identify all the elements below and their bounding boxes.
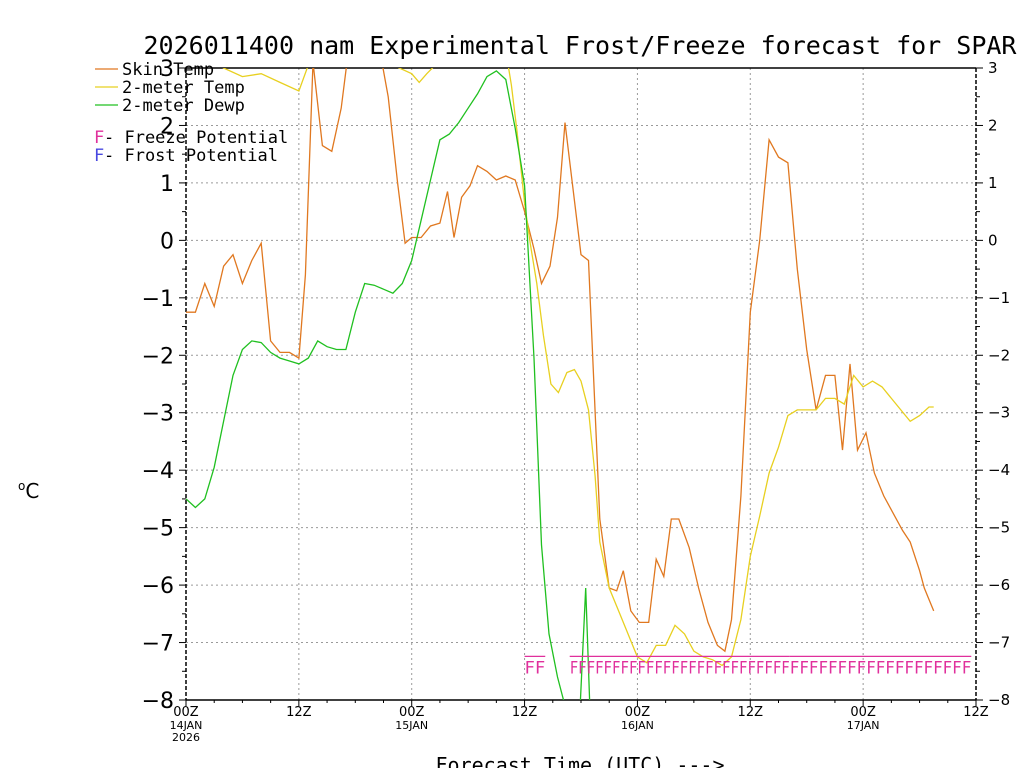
freeze-marker-text: FF	[525, 658, 546, 678]
y-axis-label-degree: o	[18, 479, 25, 493]
y-tick-label-right: −1	[988, 289, 1010, 307]
freeze-markers: FF FFFFFFFFFFFFFFFFFFFFFFFFFF FFFFFFFFFFFF…	[524, 655, 972, 678]
y-tick-label-left: 2	[160, 114, 174, 139]
series-line-2-meter-dewp	[186, 70, 591, 700]
axes: 3 3 2 2 1 1 0 0 −1 −1 −2 −2 −3 −3 −4 −4 −5 −5 −6 −6 −7 −7 −8 −8…	[142, 57, 1011, 744]
annotation-legend-letter: F	[94, 128, 104, 148]
y-tick-label-right: −3	[988, 404, 1010, 422]
y-tick-label-left: −8	[142, 689, 174, 714]
x-tick-sublabel: 17JAN	[847, 719, 880, 732]
x-tick-label: 12Z	[738, 705, 764, 720]
annotation-legend-text: - Frost Potential	[104, 146, 278, 166]
y-axis-label-unit: C	[25, 479, 39, 503]
legend-label: Skin Temp	[122, 60, 214, 80]
y-tick-label-left: 0	[160, 229, 174, 254]
x-tick-label: 00Z	[850, 705, 876, 720]
y-tick-label-right: −4	[988, 461, 1010, 479]
y-tick-label-right: 1	[988, 174, 998, 192]
y-tick-label-right: 3	[988, 59, 998, 77]
y-tick-label-right: −5	[988, 519, 1010, 537]
series-lines	[186, 68, 935, 700]
x-tick-label: 12Z	[286, 705, 312, 720]
y-tick-label-left: −4	[142, 459, 174, 484]
freeze-marker-text: FFFFFFFFFFFFFFFFFFFFFFFFFF	[570, 658, 790, 678]
y-tick-label-left: −1	[142, 287, 174, 312]
y-tick-label-left: −7	[142, 632, 174, 657]
y-tick-label-right: −7	[988, 634, 1010, 652]
x-tick-label: 00Z	[625, 705, 651, 720]
y-tick-label-right: −2	[988, 346, 1010, 364]
x-tick-sublabel: 14JAN	[170, 719, 203, 732]
series-line-2-meter-temp	[222, 68, 934, 667]
legend-label: 2-meter Temp	[122, 78, 245, 98]
x-tick-sublabel: 2026	[172, 731, 200, 744]
y-axis-label: oC	[18, 479, 39, 503]
freeze-marker-text: FFFFFFFFFFFFFFFFFFF	[790, 658, 972, 678]
y-tick-label-right: 2	[988, 116, 998, 134]
y-tick-label-left: −3	[142, 402, 174, 427]
y-tick-label-left: −5	[142, 517, 174, 542]
y-tick-label-left: 1	[160, 172, 174, 197]
x-tick-label: 00Z	[173, 705, 199, 720]
y-tick-label-left: −6	[142, 574, 174, 599]
annotation-legend-letter: F	[94, 146, 104, 166]
annotation-legend-text: - Freeze Potential	[104, 128, 288, 148]
x-tick-label: 12Z	[963, 705, 989, 720]
legend-label: 2-meter Dewp	[122, 96, 245, 116]
x-tick-label: 12Z	[512, 705, 538, 720]
y-tick-label-right: −8	[988, 691, 1010, 709]
x-tick-sublabel: 15JAN	[395, 719, 428, 732]
y-tick-label-right: 0	[988, 231, 998, 249]
y-tick-label-right: −6	[988, 576, 1010, 594]
y-tick-label-left: 3	[160, 57, 174, 82]
chart-title: 2026011400 nam Experimental Frost/Freeze…	[144, 31, 1018, 60]
y-tick-label-left: −2	[142, 344, 174, 369]
x-axis-label: Forecast Time (UTC) --->	[436, 753, 725, 768]
grid	[186, 68, 976, 700]
x-tick-sublabel: 16JAN	[621, 719, 654, 732]
series-line-skin-temp	[186, 68, 935, 653]
x-tick-label: 00Z	[399, 705, 425, 720]
